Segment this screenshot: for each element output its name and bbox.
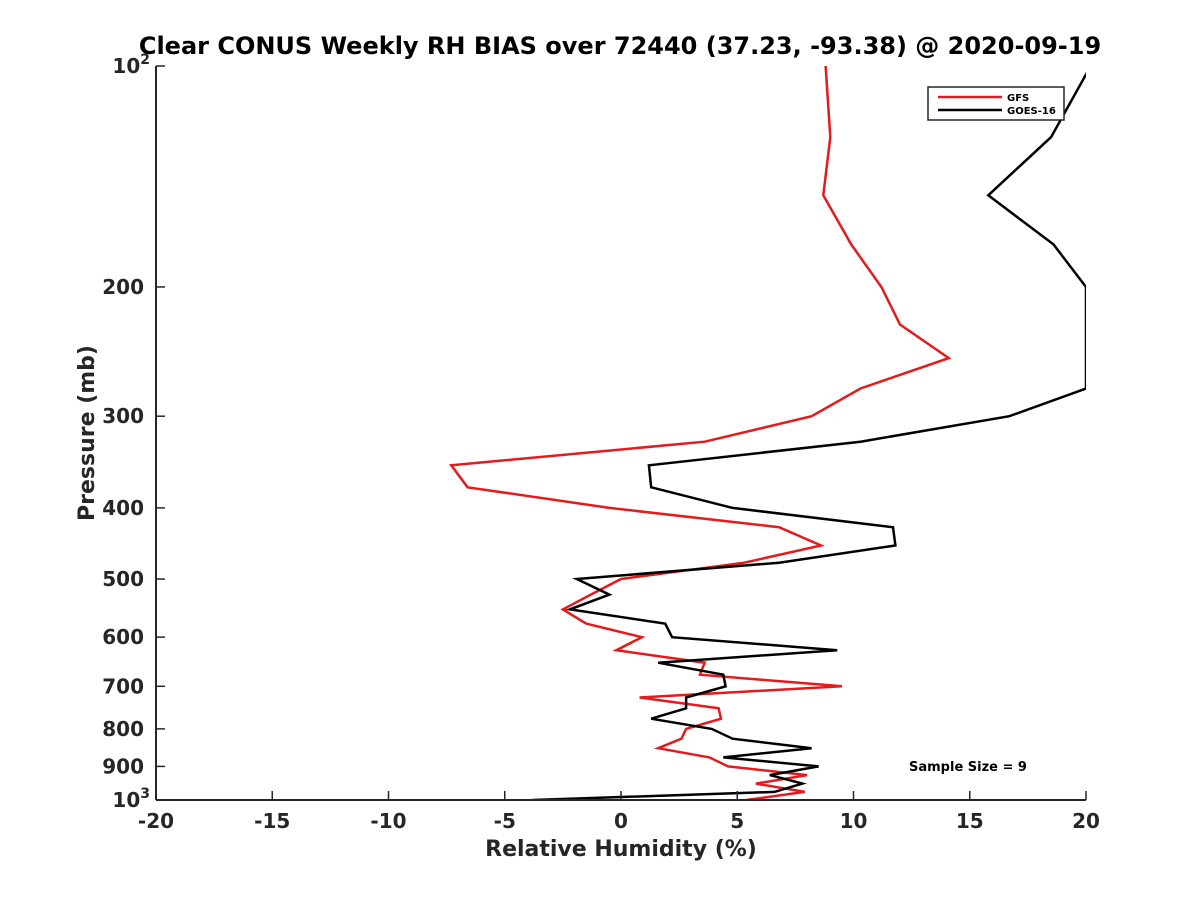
plot-area: -20 -15 -10 -5 0 5 10 15 20 102 200 300 400 500 600 70… bbox=[102, 52, 1100, 833]
sample-size-annotation: Sample Size = 9 bbox=[909, 760, 1027, 775]
chart-title: Clear CONUS Weekly RH BIAS over 72440 (3… bbox=[139, 32, 1101, 60]
x-tick-label: -5 bbox=[494, 809, 516, 833]
series-line-goes-16 bbox=[532, 71, 1086, 800]
x-axis-ticks: -20 -15 -10 -5 0 5 10 15 20 bbox=[138, 791, 1100, 833]
y-tick-label: 103 bbox=[112, 786, 150, 812]
y-axis-ticks: 102 200 300 400 500 600 700 800 900 103 bbox=[102, 52, 165, 812]
y-tick-label: 700 bbox=[102, 674, 144, 698]
plot-background bbox=[156, 66, 1086, 800]
y-tick-label: 400 bbox=[102, 496, 144, 520]
legend-label-goes16: GOES-16 bbox=[1007, 106, 1056, 117]
x-tick-label: -20 bbox=[138, 809, 174, 833]
y-axis-label: Pressure (mb) bbox=[75, 345, 100, 521]
legend-label-gfs: GFS bbox=[1007, 93, 1029, 104]
x-tick-label: 15 bbox=[956, 809, 984, 833]
x-tick-label: 10 bbox=[840, 809, 868, 833]
legend-box bbox=[927, 86, 1065, 121]
y-tick-label: 300 bbox=[102, 404, 144, 428]
x-tick-label: -15 bbox=[254, 809, 290, 833]
y-tick-label: 800 bbox=[102, 717, 144, 741]
x-tick-label: -10 bbox=[370, 809, 406, 833]
x-tick-label: 5 bbox=[730, 809, 744, 833]
series-layer bbox=[448, 66, 1086, 800]
y-tick-label: 200 bbox=[102, 275, 144, 299]
x-tick-label: 0 bbox=[614, 809, 628, 833]
y-tick-label: 600 bbox=[102, 625, 144, 649]
x-axis-label: Relative Humidity (%) bbox=[485, 837, 757, 862]
x-tick-label: 20 bbox=[1072, 809, 1100, 833]
legend: GFS GOES-16 bbox=[927, 86, 1065, 121]
series-line-gfs bbox=[448, 66, 952, 800]
y-tick-label: 900 bbox=[102, 754, 144, 778]
y-tick-label: 102 bbox=[112, 52, 150, 78]
y-tick-label: 500 bbox=[102, 567, 144, 591]
